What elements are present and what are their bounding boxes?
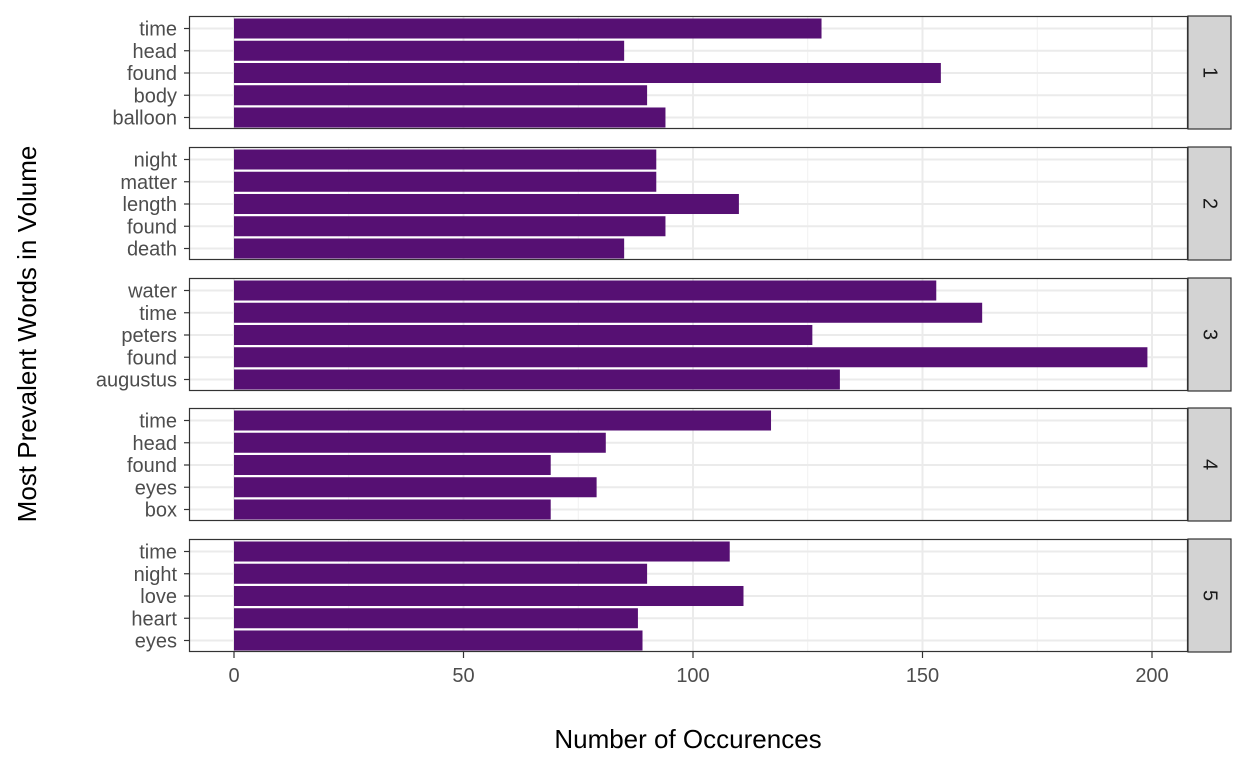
bar-4-found [234, 454, 551, 476]
bar-4-box [234, 499, 551, 520]
y-tick-label: time [139, 411, 177, 433]
bar-5-time [234, 541, 730, 562]
bar-1-found [234, 62, 941, 84]
bar-4-eyes [234, 477, 597, 498]
bar-3-peters [234, 324, 813, 346]
y-axis-title: Most Prevalent Words in Volume [12, 146, 42, 523]
panels-layer: timeheadfoundbodyballoon1nightmatterleng… [96, 15, 1232, 653]
y-tick-label: heart [131, 608, 177, 630]
y-tick-label: time [139, 542, 177, 564]
y-tick-label: balloon [112, 108, 177, 130]
y-tick-label: eyes [135, 477, 177, 499]
y-tick-label: night [134, 150, 178, 172]
x-tick-label: 100 [676, 665, 709, 687]
bar-1-balloon [234, 107, 666, 128]
y-tick-label: head [133, 41, 178, 63]
y-tick-label: time [139, 303, 177, 325]
bar-3-augustus [234, 369, 840, 390]
facet-strip [1187, 538, 1232, 653]
x-tick-label: 200 [1135, 665, 1168, 687]
y-tick-label: found [127, 63, 177, 85]
y-tick-label: found [127, 455, 177, 477]
bar-2-night [234, 149, 657, 170]
bar-1-head [234, 40, 625, 61]
y-tick-label: matter [120, 172, 177, 194]
facet-strip [1187, 407, 1232, 522]
facet-strip-label: 2 [1199, 198, 1221, 209]
y-tick-label: water [127, 281, 177, 303]
bar-4-time [234, 410, 772, 431]
x-axis-title: Number of Occurences [554, 724, 821, 754]
y-tick-label: found [127, 216, 177, 238]
bar-4-head [234, 432, 606, 453]
y-tick-label: augustus [96, 370, 177, 392]
bar-5-love [234, 585, 744, 607]
bar-5-eyes [234, 630, 643, 651]
x-tick-label: 50 [452, 665, 474, 687]
bar-2-length [234, 193, 739, 215]
y-tick-label: found [127, 347, 177, 369]
bar-1-time [234, 18, 822, 39]
bar-3-time [234, 302, 983, 323]
x-axis: 0 50 100 150 200 [228, 652, 1169, 687]
bar-5-night [234, 563, 648, 584]
bar-2-found [234, 216, 666, 237]
facet-strip-label: 5 [1199, 590, 1221, 601]
x-tick-label: 0 [228, 665, 239, 687]
facet-strip-label: 3 [1199, 329, 1221, 340]
bar-3-found [234, 347, 1148, 368]
y-tick-label: time [139, 19, 177, 41]
y-tick-label: body [134, 85, 177, 107]
y-tick-label: length [123, 194, 178, 216]
y-tick-label: eyes [135, 631, 177, 653]
y-tick-label: head [133, 433, 178, 455]
bar-2-matter [234, 171, 657, 192]
y-tick-label: death [127, 239, 177, 261]
y-tick-label: love [140, 586, 177, 608]
y-tick-label: box [145, 500, 177, 522]
facet-strip [1187, 15, 1232, 130]
bar-3-water [234, 280, 937, 301]
x-tick-label: 150 [906, 665, 939, 687]
facet-strip [1187, 146, 1232, 261]
bar-1-body [234, 85, 648, 106]
facet-strip [1187, 277, 1232, 392]
bar-2-death [234, 238, 625, 259]
facet-strip-label: 1 [1199, 67, 1221, 78]
y-tick-label: night [134, 564, 178, 586]
facet-strip-label: 4 [1199, 459, 1221, 470]
bar-5-heart [234, 608, 638, 629]
y-tick-label: peters [121, 325, 177, 347]
